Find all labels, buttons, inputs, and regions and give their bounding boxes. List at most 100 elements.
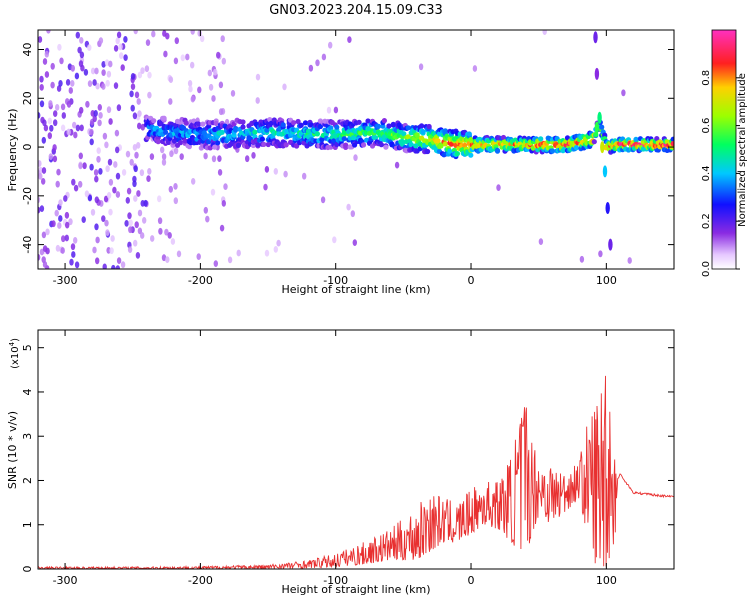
spectrogram-cell <box>108 60 113 68</box>
spectrogram-cell <box>213 260 218 267</box>
y-tick-label: 0 <box>21 144 34 151</box>
snr-frame <box>37 329 675 570</box>
spectrogram-cell <box>115 146 120 154</box>
spectrogram-cell <box>134 91 140 99</box>
spectrogram-cell <box>61 112 66 119</box>
y-tick-label: -20 <box>21 187 34 205</box>
spectrogram-cell <box>98 37 104 44</box>
spectrogram-cell <box>116 31 122 39</box>
spectrogram-cell <box>73 237 78 244</box>
spectrogram-cell <box>264 249 270 257</box>
spectrogram-cell <box>107 158 113 166</box>
spectrogram-cell <box>136 142 141 149</box>
spectrogram-cell <box>280 122 286 128</box>
spectrogram-cell <box>227 256 233 264</box>
spectrogram-cell <box>42 261 48 268</box>
spectrogram-cell <box>405 125 411 131</box>
spectrogram-cell <box>125 150 131 158</box>
spectrogram-cell <box>394 161 400 169</box>
spectrogram-cell <box>83 68 89 76</box>
spectrogram-cell <box>164 228 169 236</box>
spectrogram-cell <box>78 60 84 68</box>
spectrogram-cell <box>188 85 193 93</box>
spectrogram-cell <box>47 117 52 125</box>
spectrogram-cell <box>124 220 129 227</box>
spectrogram-cell <box>149 153 155 161</box>
spectrogram-cell <box>216 51 221 59</box>
x-tick-label: -100 <box>323 574 348 587</box>
spectrogram-cell <box>328 41 333 49</box>
snr-series <box>38 375 674 569</box>
spectrogram-cell <box>132 144 138 151</box>
x-tick-label: -300 <box>53 574 78 587</box>
spectrogram-cell <box>302 120 309 126</box>
spectrogram-cell <box>75 31 81 39</box>
spectrogram-cell <box>405 134 411 140</box>
spectrogram-cell <box>353 154 358 162</box>
colorbar-label: Normalized spectral amplitude <box>737 73 748 227</box>
spectrogram-cell <box>343 142 349 148</box>
spectrogram-cell <box>90 67 96 75</box>
spectrogram-cell <box>112 186 117 194</box>
spectrogram-cell <box>38 36 43 43</box>
spectrogram-cell <box>90 208 96 216</box>
spectrogram-cell <box>168 98 173 105</box>
spectrogram-cell <box>276 239 281 247</box>
spectrogram-cell <box>264 166 270 173</box>
spectrogram-cell <box>333 106 339 114</box>
spectrogram-cell <box>654 136 660 142</box>
spectrogram-cell <box>44 71 50 78</box>
spectrogram-cell <box>58 199 63 207</box>
spectrogram-cell <box>215 140 221 146</box>
spectrogram-cell <box>176 250 182 258</box>
spectrogram-cell <box>39 75 44 83</box>
spectrogram-cell <box>165 256 170 263</box>
spectrogram-cell <box>210 188 216 196</box>
x-tick-label: -100 <box>323 274 348 287</box>
spectrogram-cell <box>218 81 224 89</box>
spectrogram-cell <box>128 219 133 227</box>
spectrogram-cell <box>115 172 121 180</box>
spectrogram-cell <box>103 195 109 203</box>
spectrogram-cell <box>38 253 41 261</box>
spectrogram-cell <box>105 165 110 173</box>
spectrogram-cell <box>435 138 441 144</box>
spectrogram-cell <box>101 83 106 90</box>
spectrogram-cell <box>108 208 113 216</box>
x-tick-label: 0 <box>468 574 475 587</box>
spectrogram-cell <box>163 50 168 58</box>
spectrogram-cell <box>108 178 114 186</box>
spectrogram-cell <box>77 46 82 54</box>
spectrogram-y-ticks: -40 -20 0 20 40 <box>21 43 674 254</box>
spectrogram-cell <box>65 221 70 229</box>
spectrogram-cell <box>106 70 112 78</box>
spectrogram-cell <box>150 235 155 242</box>
spectrogram-cell <box>93 110 98 117</box>
spectrogram-cell <box>140 67 145 74</box>
spectrogram-cell <box>87 44 92 51</box>
spectrogram-cell <box>308 64 314 72</box>
spectrogram-cell <box>208 83 214 91</box>
spectrogram-cell <box>58 80 63 87</box>
colorbar-ticks: 0.0 0.2 0.4 0.6 0.8 <box>701 70 740 277</box>
spectrogram-cell <box>147 71 152 79</box>
spectrogram-cell <box>108 118 113 125</box>
spectrogram-cell <box>60 103 66 111</box>
spectrogram-cell <box>106 192 112 199</box>
spectrogram-cell <box>123 36 128 43</box>
spectrogram-cell <box>50 62 55 70</box>
y-tick-label: 2 <box>21 477 34 484</box>
spectrogram-cell <box>240 119 246 125</box>
spectrogram-cell <box>197 86 202 94</box>
spectrogram-frame <box>37 29 675 270</box>
spectrogram-cell <box>213 120 219 126</box>
spectrogram-cell <box>230 90 236 97</box>
spectrogram-cell <box>418 63 424 71</box>
spectrogram-cell <box>186 144 192 150</box>
spectrogram-cell <box>101 215 106 223</box>
spectrogram-cell <box>89 128 94 136</box>
snr-scale-base: (x10 <box>10 346 21 369</box>
snr-x-label: Height of straight line (km) <box>281 583 430 596</box>
spectrogram-cell <box>120 261 126 269</box>
